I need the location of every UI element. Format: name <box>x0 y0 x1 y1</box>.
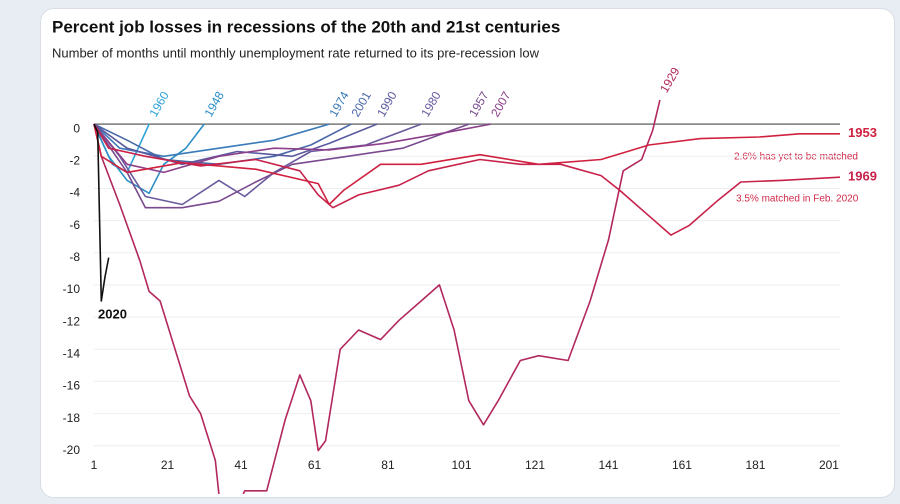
series-line <box>93 123 841 236</box>
series-line <box>93 123 205 195</box>
chart-title: Percent job losses in recessions of the … <box>52 17 560 36</box>
y-tick-label: -20 <box>63 443 81 457</box>
series-label: 1953 <box>848 125 877 140</box>
series-label: 1929 <box>657 65 683 95</box>
series-label: 1974 <box>326 89 352 119</box>
series-label: 1948 <box>201 89 227 119</box>
series-line <box>93 123 330 158</box>
y-tick-label: -2 <box>69 153 80 167</box>
series-line <box>93 99 661 494</box>
series-line <box>93 123 492 174</box>
x-tick-label: 61 <box>308 458 322 472</box>
chart-subtitle: Number of months until monthly unemploym… <box>52 45 540 60</box>
x-tick-label: 81 <box>381 458 395 472</box>
y-tick-label: -12 <box>63 314 81 328</box>
y-tick-label: -4 <box>69 186 80 200</box>
annotation: 3.5% matched in Feb. 2020 <box>736 194 859 205</box>
x-tick-label: 1 <box>91 458 98 472</box>
series-line <box>93 123 378 166</box>
series-label: 1960 <box>146 89 172 119</box>
y-tick-label: -6 <box>69 218 80 232</box>
series-label: 1990 <box>374 89 400 119</box>
y-tick-label: -18 <box>63 411 81 425</box>
x-tick-label: 201 <box>819 458 839 472</box>
y-tick-label: -14 <box>63 346 81 360</box>
series-line <box>93 123 840 206</box>
series-line <box>93 123 470 209</box>
plot-lines <box>93 99 841 494</box>
y-tick-label: -8 <box>69 250 80 264</box>
series-label: 1957 <box>466 89 492 119</box>
series-label: 2001 <box>348 89 374 119</box>
y-tick-label: 0 <box>73 121 80 135</box>
series-label: 1980 <box>418 89 444 119</box>
x-tick-label: 101 <box>451 458 471 472</box>
x-tick-label: 161 <box>672 458 692 472</box>
series-label: 1969 <box>848 169 877 184</box>
x-tick-label: 41 <box>234 458 248 472</box>
y-tick-label: -10 <box>63 282 81 296</box>
series-label: 2007 <box>488 89 514 119</box>
series-label: 2020 <box>98 306 127 321</box>
x-tick-label: 121 <box>525 458 545 472</box>
x-tick-label: 181 <box>745 458 765 472</box>
annotation: 2.6% has yet to be matched <box>734 152 858 163</box>
y-tick-label: -16 <box>63 379 81 393</box>
series-line <box>93 123 352 166</box>
x-tick-label: 141 <box>598 458 618 472</box>
series-line <box>93 123 110 302</box>
x-tick-label: 21 <box>161 458 175 472</box>
